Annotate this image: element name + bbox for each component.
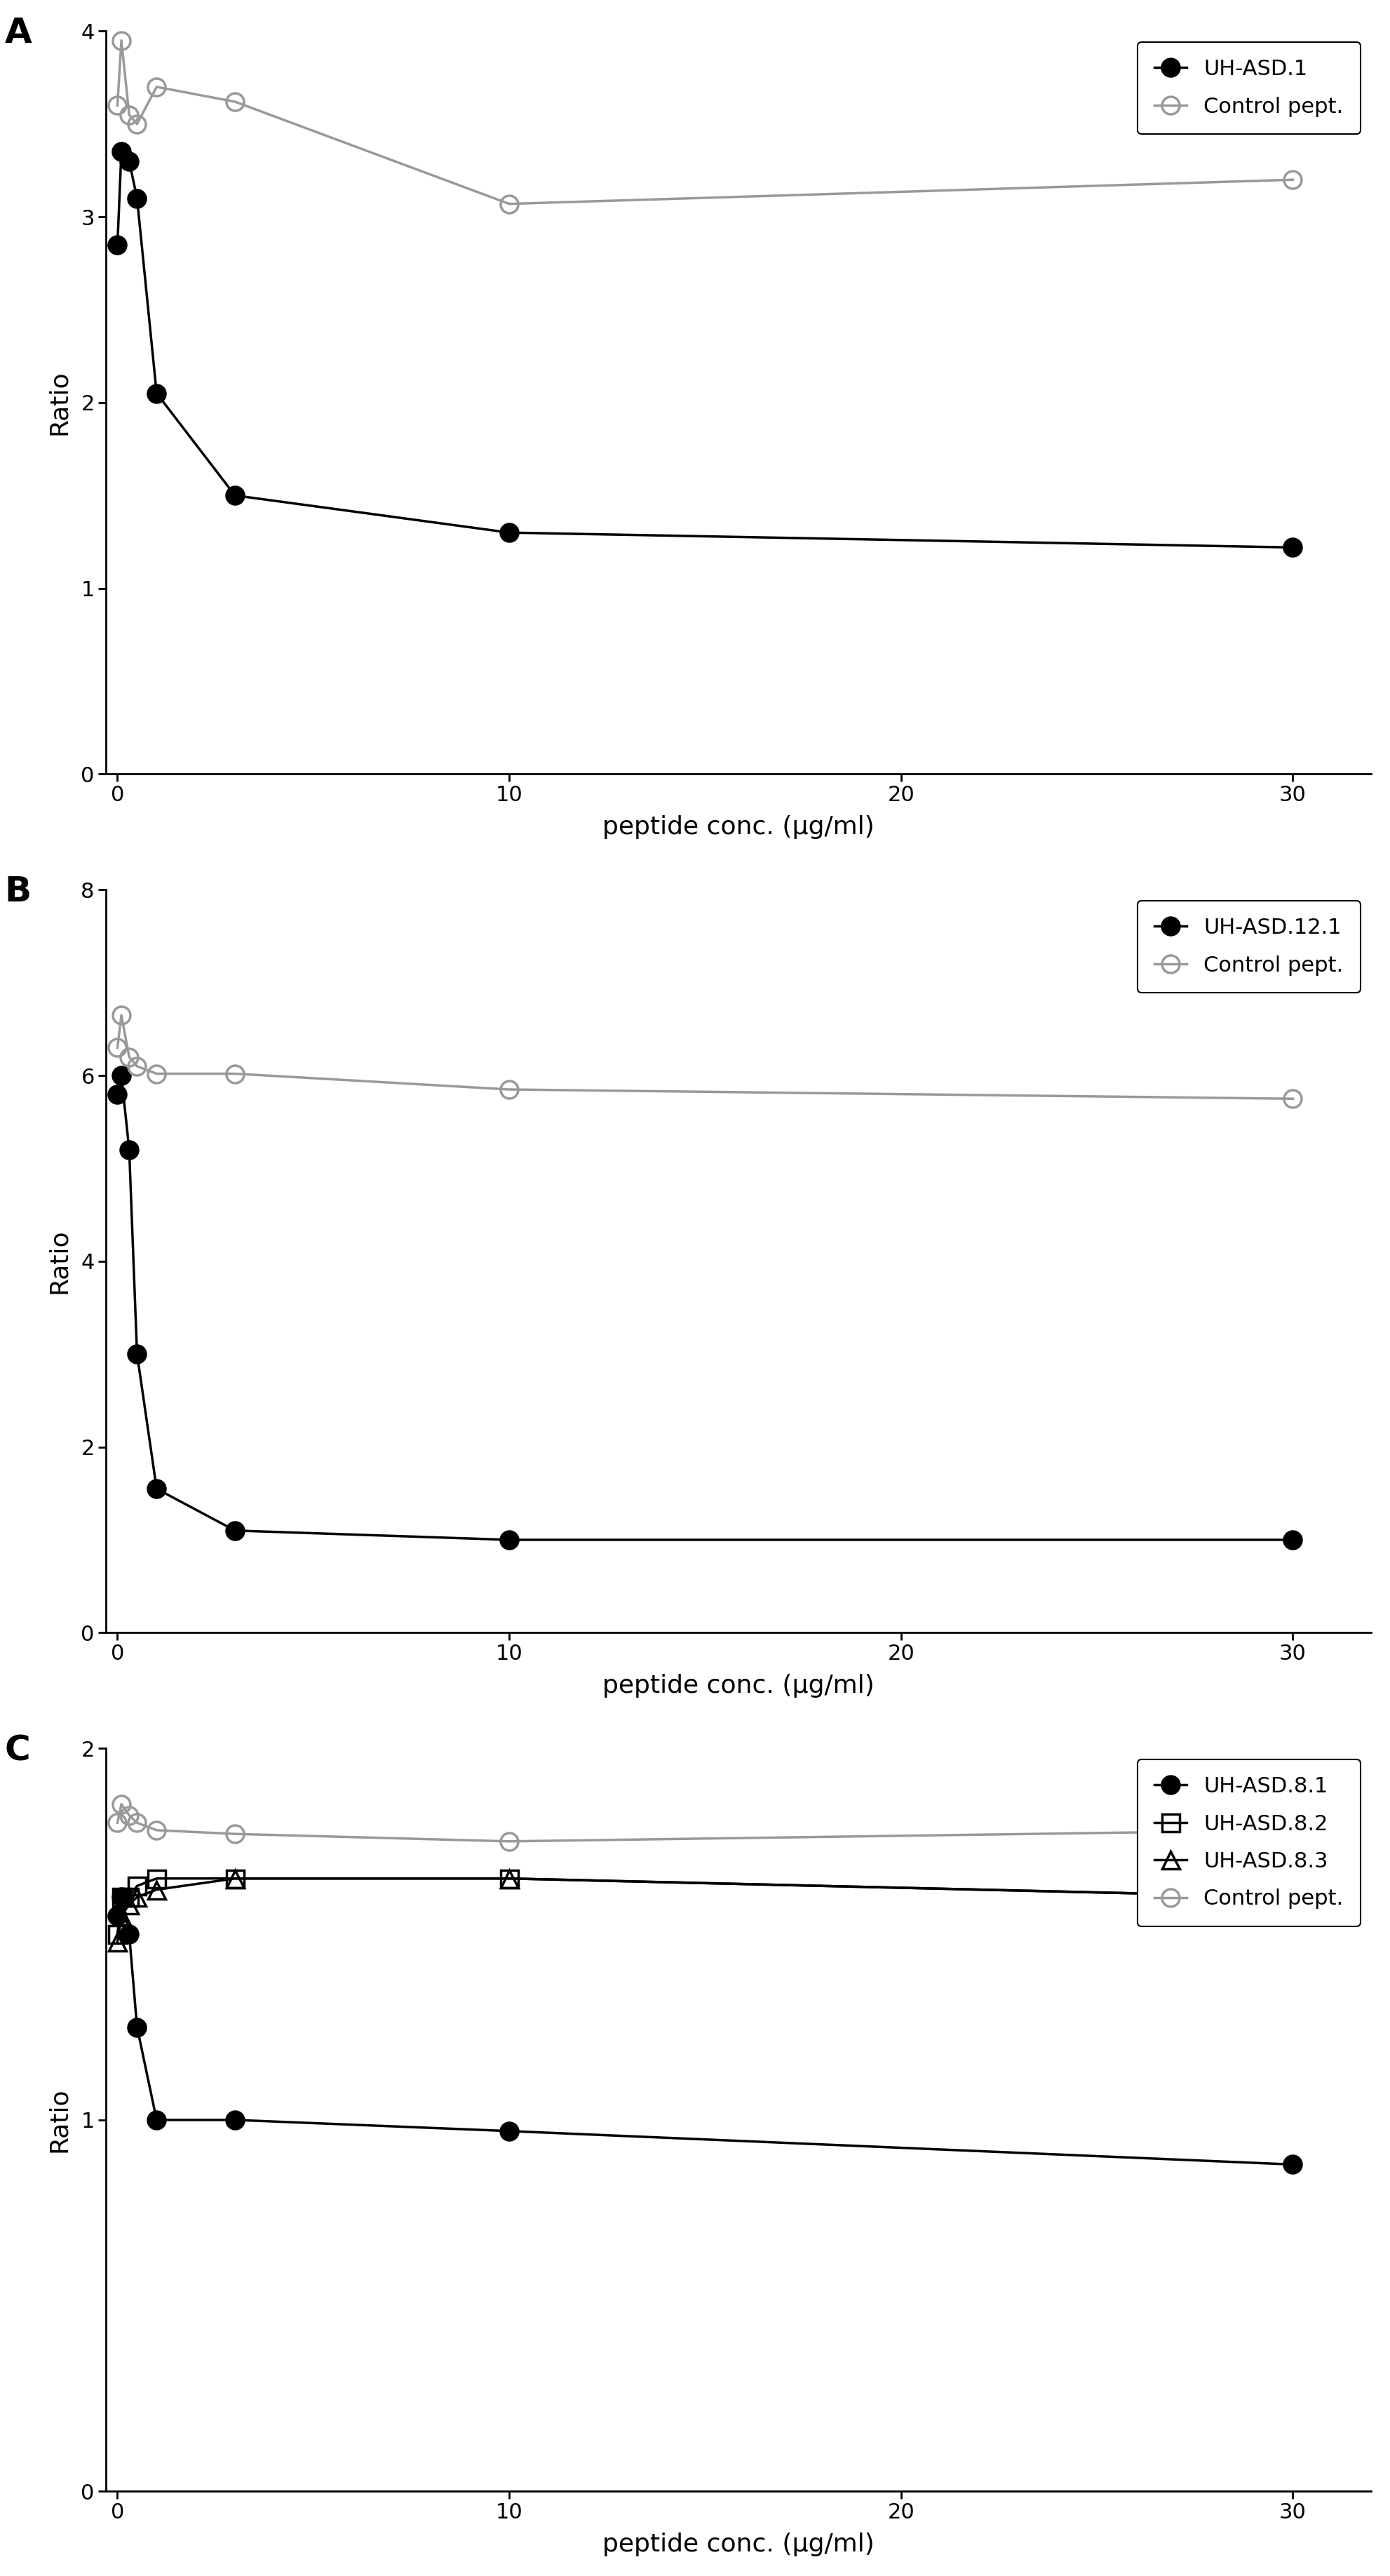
UH-ASD.12.1 bbox=[227, 1515, 243, 1546]
UH-ASD.1 bbox=[129, 183, 146, 214]
Control pept. bbox=[149, 1814, 165, 1844]
UH-ASD.8.1 bbox=[1284, 2148, 1301, 2179]
UH-ASD.8.3 bbox=[113, 1901, 129, 1932]
Line: UH-ASD.8.2: UH-ASD.8.2 bbox=[108, 1870, 1301, 1942]
UH-ASD.12.1 bbox=[1284, 1525, 1301, 1556]
UH-ASD.8.1 bbox=[500, 2115, 517, 2146]
Legend: UH-ASD.8.1, UH-ASD.8.2, UH-ASD.8.3, Control pept.: UH-ASD.8.1, UH-ASD.8.2, UH-ASD.8.3, Cont… bbox=[1137, 1759, 1359, 1927]
UH-ASD.8.1 bbox=[121, 1919, 138, 1950]
UH-ASD.8.2 bbox=[108, 1919, 125, 1950]
UH-ASD.8.2 bbox=[227, 1862, 243, 1893]
Line: UH-ASD.8.3: UH-ASD.8.3 bbox=[108, 1870, 1301, 1950]
UH-ASD.8.1 bbox=[149, 2105, 165, 2136]
Control pept. bbox=[227, 1819, 243, 1850]
Line: Control pept.: Control pept. bbox=[108, 1007, 1301, 1108]
UH-ASD.8.3 bbox=[1284, 1880, 1301, 1911]
Text: A: A bbox=[4, 15, 32, 49]
UH-ASD.8.3 bbox=[227, 1862, 243, 1893]
Control pept. bbox=[227, 1059, 243, 1090]
UH-ASD.1 bbox=[227, 479, 243, 510]
UH-ASD.1 bbox=[500, 518, 517, 549]
UH-ASD.8.2 bbox=[500, 1862, 517, 1893]
Y-axis label: Ratio: Ratio bbox=[47, 2087, 71, 2154]
Control pept. bbox=[129, 1051, 146, 1082]
UH-ASD.12.1 bbox=[113, 1061, 129, 1092]
UH-ASD.8.3 bbox=[108, 1927, 125, 1958]
UH-ASD.8.1 bbox=[108, 1901, 125, 1932]
X-axis label: peptide conc. (μg/ml): peptide conc. (μg/ml) bbox=[602, 1674, 874, 1698]
UH-ASD.8.2 bbox=[1284, 1880, 1301, 1911]
UH-ASD.8.1 bbox=[129, 2012, 146, 2043]
Control pept. bbox=[108, 1033, 125, 1064]
Control pept. bbox=[149, 1059, 165, 1090]
UH-ASD.8.1 bbox=[113, 1880, 129, 1911]
Control pept. bbox=[149, 72, 165, 103]
Legend: UH-ASD.12.1, Control pept.: UH-ASD.12.1, Control pept. bbox=[1137, 902, 1359, 992]
UH-ASD.8.3 bbox=[149, 1875, 165, 1906]
Control pept. bbox=[108, 90, 125, 121]
UH-ASD.8.2 bbox=[113, 1880, 129, 1911]
UH-ASD.12.1 bbox=[129, 1340, 146, 1370]
Control pept. bbox=[500, 188, 517, 219]
Control pept. bbox=[227, 85, 243, 116]
Control pept. bbox=[113, 26, 129, 57]
UH-ASD.1 bbox=[113, 137, 129, 167]
Legend: UH-ASD.1, Control pept.: UH-ASD.1, Control pept. bbox=[1137, 41, 1359, 134]
Control pept. bbox=[500, 1074, 517, 1105]
Control pept. bbox=[1284, 1084, 1301, 1115]
Y-axis label: Ratio: Ratio bbox=[47, 1229, 71, 1293]
UH-ASD.1 bbox=[108, 229, 125, 260]
Text: C: C bbox=[4, 1734, 31, 1767]
Control pept. bbox=[1284, 1814, 1301, 1844]
Control pept. bbox=[113, 999, 129, 1030]
UH-ASD.8.2 bbox=[121, 1880, 138, 1911]
Control pept. bbox=[1284, 165, 1301, 196]
Line: Control pept.: Control pept. bbox=[108, 31, 1301, 214]
UH-ASD.1 bbox=[149, 379, 165, 410]
X-axis label: peptide conc. (μg/ml): peptide conc. (μg/ml) bbox=[602, 2532, 874, 2555]
Text: B: B bbox=[4, 876, 31, 909]
Y-axis label: Ratio: Ratio bbox=[47, 371, 71, 435]
UH-ASD.1 bbox=[121, 147, 138, 178]
UH-ASD.12.1 bbox=[149, 1473, 165, 1504]
UH-ASD.8.3 bbox=[121, 1888, 138, 1919]
UH-ASD.12.1 bbox=[500, 1525, 517, 1556]
UH-ASD.12.1 bbox=[108, 1079, 125, 1110]
Line: UH-ASD.1: UH-ASD.1 bbox=[108, 144, 1301, 556]
X-axis label: peptide conc. (μg/ml): peptide conc. (μg/ml) bbox=[602, 817, 874, 840]
UH-ASD.1 bbox=[1284, 533, 1301, 564]
UH-ASD.8.3 bbox=[500, 1862, 517, 1893]
UH-ASD.12.1 bbox=[121, 1133, 138, 1164]
Control pept. bbox=[121, 1041, 138, 1072]
Control pept. bbox=[129, 108, 146, 139]
Line: UH-ASD.8.1: UH-ASD.8.1 bbox=[108, 1888, 1301, 2174]
Control pept. bbox=[121, 100, 138, 131]
UH-ASD.8.2 bbox=[129, 1870, 146, 1901]
UH-ASD.8.1 bbox=[227, 2105, 243, 2136]
UH-ASD.8.2 bbox=[149, 1862, 165, 1893]
Control pept. bbox=[129, 1808, 146, 1839]
Line: Control pept.: Control pept. bbox=[108, 1795, 1301, 1850]
Control pept. bbox=[108, 1808, 125, 1839]
Control pept. bbox=[113, 1788, 129, 1819]
UH-ASD.8.3 bbox=[129, 1880, 146, 1911]
Control pept. bbox=[500, 1826, 517, 1857]
Control pept. bbox=[121, 1801, 138, 1832]
Line: UH-ASD.12.1: UH-ASD.12.1 bbox=[108, 1066, 1301, 1548]
